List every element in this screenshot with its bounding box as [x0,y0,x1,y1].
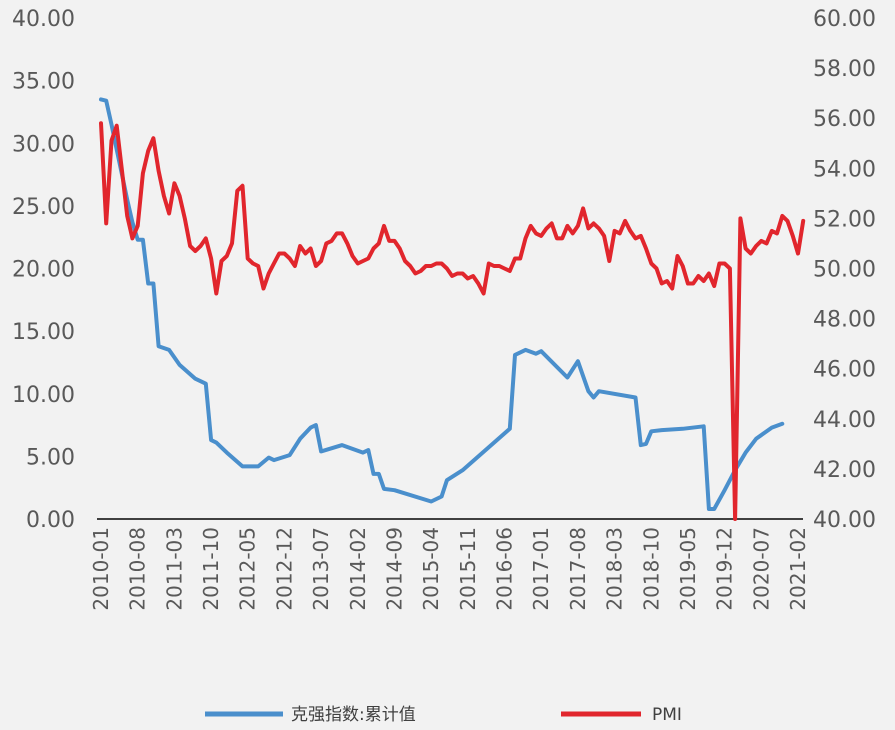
x-tick-label: 2011-10 [199,527,223,611]
x-tick-label: 2019-05 [676,527,700,611]
x-tick-label: 2011-03 [162,527,186,611]
x-tick-label: 2012-05 [236,527,260,611]
y-right-tick-label: 40.00 [813,508,876,533]
y-left-tick-label: 40.00 [12,7,75,32]
x-tick-label: 2015-11 [456,527,480,611]
y-left-tick-label: 15.00 [12,320,75,345]
y-left-tick-label: 30.00 [12,132,75,157]
series-line-kq-index [99,97,785,511]
x-tick-label: 2016-06 [493,527,517,611]
x-tick-label: 2017-08 [566,527,590,611]
plot-area [99,97,806,521]
x-tick-label: 2010-08 [126,527,150,611]
y-axis-right: 40.00 42.00 44.00 46.00 48.00 50.00 52.00 54.00… [813,7,876,533]
y-right-tick-label: 60.00 [813,7,876,32]
y-axis-left: 0.00 5.00 10.00 15.00 20.00 25.00 30.00 35.00 40… [12,7,75,533]
y-left-tick-label: 0.00 [26,508,75,533]
y-left-tick-label: 5.00 [26,445,75,470]
series-line-pmi [99,121,806,521]
y-right-tick-label: 48.00 [813,308,876,333]
y-right-tick-label: 56.00 [813,107,876,132]
x-tick-label: 2014-09 [382,527,406,611]
y-right-tick-label: 52.00 [813,207,876,232]
x-tick-label: 2018-10 [639,527,663,611]
x-tick-label: 2010-01 [89,527,113,611]
x-tick-label: 2021-02 [786,527,810,611]
y-right-tick-label: 44.00 [813,408,876,433]
x-tick-label: 2014-02 [346,527,370,611]
y-left-tick-label: 10.00 [12,383,75,408]
legend-label-kq: 克强指数:累计值 [291,705,416,725]
y-right-tick-label: 54.00 [813,157,876,182]
legend: 克强指数:累计值 PMI [205,705,682,725]
y-right-tick-label: 46.00 [813,358,876,383]
legend-label-pmi: PMI [652,705,682,725]
x-tick-label: 2018-03 [603,527,627,611]
y-left-tick-label: 25.00 [12,195,75,220]
x-tick-label: 2013-07 [309,527,333,611]
y-right-tick-label: 58.00 [813,57,876,82]
y-right-tick-label: 42.00 [813,458,876,483]
x-tick-label: 2019-12 [713,527,737,611]
x-tick-label: 2012-12 [272,527,296,611]
x-tick-label: 2015-04 [419,527,443,611]
y-left-tick-label: 35.00 [12,70,75,95]
x-axis: 2010-01 2010-08 2011-03 2011-10 2012-05 2012-… [89,527,810,611]
x-tick-label: 2017-01 [529,527,553,611]
x-tick-label: 2020-07 [749,527,773,611]
y-left-tick-label: 20.00 [12,258,75,283]
y-right-tick-label: 50.00 [813,258,876,283]
